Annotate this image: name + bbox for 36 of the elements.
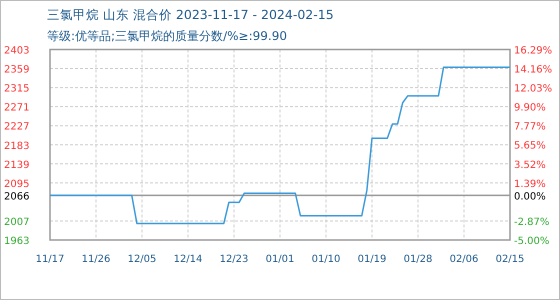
y-tick-label: 2139: [4, 160, 30, 171]
y-tick-label: 2271: [4, 102, 30, 114]
y2-tick-label: 7.77%: [514, 122, 546, 133]
chart-subtitle: 等级:优等品;三氯甲烷的质量分数/%≥:99.90: [47, 29, 287, 43]
y-tick-label: 2227: [4, 122, 30, 133]
x-tick-label: 11/17: [36, 254, 64, 265]
y-tick-label: 2007: [4, 216, 30, 228]
y2-tick-label: 12.03%: [514, 84, 552, 95]
x-tick-label: 01/10: [312, 254, 340, 265]
y2-tick-label: 0.00%: [514, 191, 546, 202]
x-tick-label: 12/23: [220, 254, 248, 265]
y-tick-label: 2095: [4, 178, 30, 190]
y2-tick-label: -5.00%: [514, 236, 550, 247]
x-tick-label: 12/14: [174, 254, 202, 265]
x-tick-label: 02/15: [496, 254, 524, 265]
y2-tick-label: -2.87%: [514, 216, 550, 228]
chart-title: 三氯甲烷 山东 混合价 2023-11-17 - 2024-02-15: [47, 7, 334, 22]
y2-tick-label: 16.29%: [514, 46, 552, 56]
x-tick-label: 01/28: [404, 254, 432, 265]
x-tick-label: 01/19: [358, 254, 386, 265]
y2-tick-label: 5.65%: [514, 140, 546, 152]
line-series: [49, 66, 511, 224]
y2-tick-label: 9.90%: [514, 102, 546, 114]
x-tick-label: 12/05: [128, 254, 156, 265]
y-tick-label: 2403: [4, 46, 30, 56]
x-tick-label: 01/01: [266, 254, 294, 265]
y2-tick-label: 3.52%: [514, 160, 546, 171]
y2-tick-label: 1.39%: [514, 178, 546, 190]
y-tick-label: 1963: [4, 236, 30, 247]
y-tick-label: 2359: [4, 64, 30, 76]
y2-tick-label: 14.16%: [514, 64, 552, 76]
y-tick-label: 2315: [4, 84, 30, 95]
x-tick-label: 11/26: [82, 254, 110, 265]
x-tick-label: 02/06: [450, 254, 478, 265]
y-tick-label: 2183: [4, 140, 30, 152]
y-tick-label: 2066: [4, 191, 30, 202]
